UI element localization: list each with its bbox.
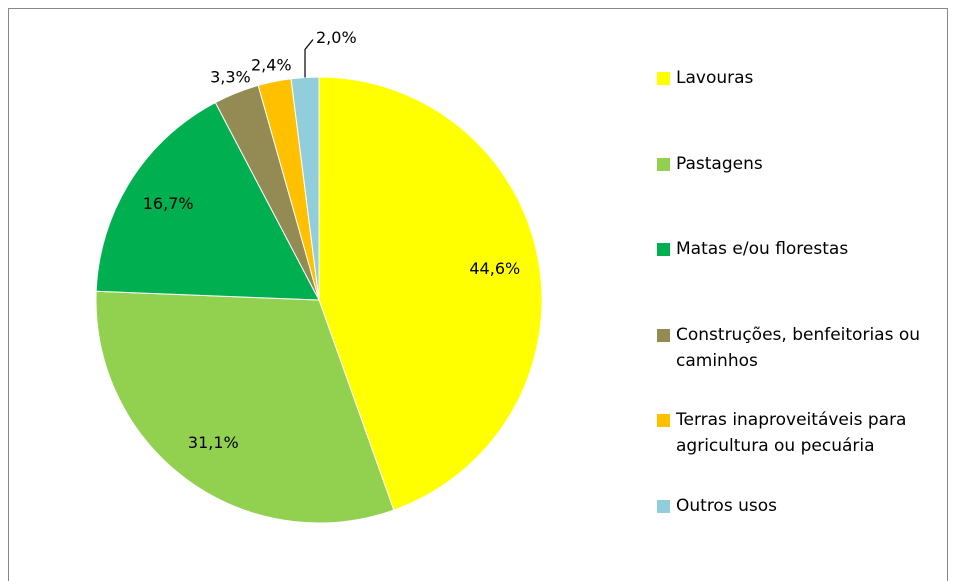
legend-label: Terras inaproveitáveis para agricultura …: [676, 410, 907, 456]
pie-slice: [95, 290, 395, 524]
chart-frame: [8, 8, 948, 581]
legend-swatch: [657, 243, 670, 256]
pie-slice: [95, 101, 320, 301]
data-label: 3,3%: [210, 68, 251, 87]
legend-swatch: [657, 328, 670, 342]
legend-swatch: [657, 414, 670, 427]
legend-item: Outros usos: [657, 493, 938, 519]
leader-line: [304, 39, 314, 78]
legend-label: Lavouras: [676, 68, 754, 88]
legend-item: Pastagens: [657, 151, 938, 177]
legend-label: Matas e/ou florestas: [676, 239, 849, 259]
legend-item: Terras inaproveitáveis para agricultura …: [657, 407, 938, 459]
data-label: 2,0%: [316, 28, 357, 47]
legend-item: Matas e/ou florestas: [657, 236, 938, 262]
legend-label: Pastagens: [676, 153, 763, 174]
pie-slice: [318, 76, 543, 511]
legend-item: Construções, benfeitorias ou caminhos: [657, 322, 938, 374]
legend-swatch: [657, 499, 670, 513]
data-label: 44,6%: [469, 259, 520, 278]
legend-label: Outros usos: [676, 495, 777, 516]
data-label: 31,1%: [188, 433, 239, 452]
data-label: 2,4%: [251, 55, 292, 74]
legend-item: Lavouras: [657, 65, 938, 91]
legend-label: Construções, benfeitorias ou caminhos: [676, 324, 921, 371]
legend-swatch: [657, 72, 670, 85]
data-label: 16,7%: [143, 194, 194, 213]
legend-swatch: [657, 157, 670, 171]
